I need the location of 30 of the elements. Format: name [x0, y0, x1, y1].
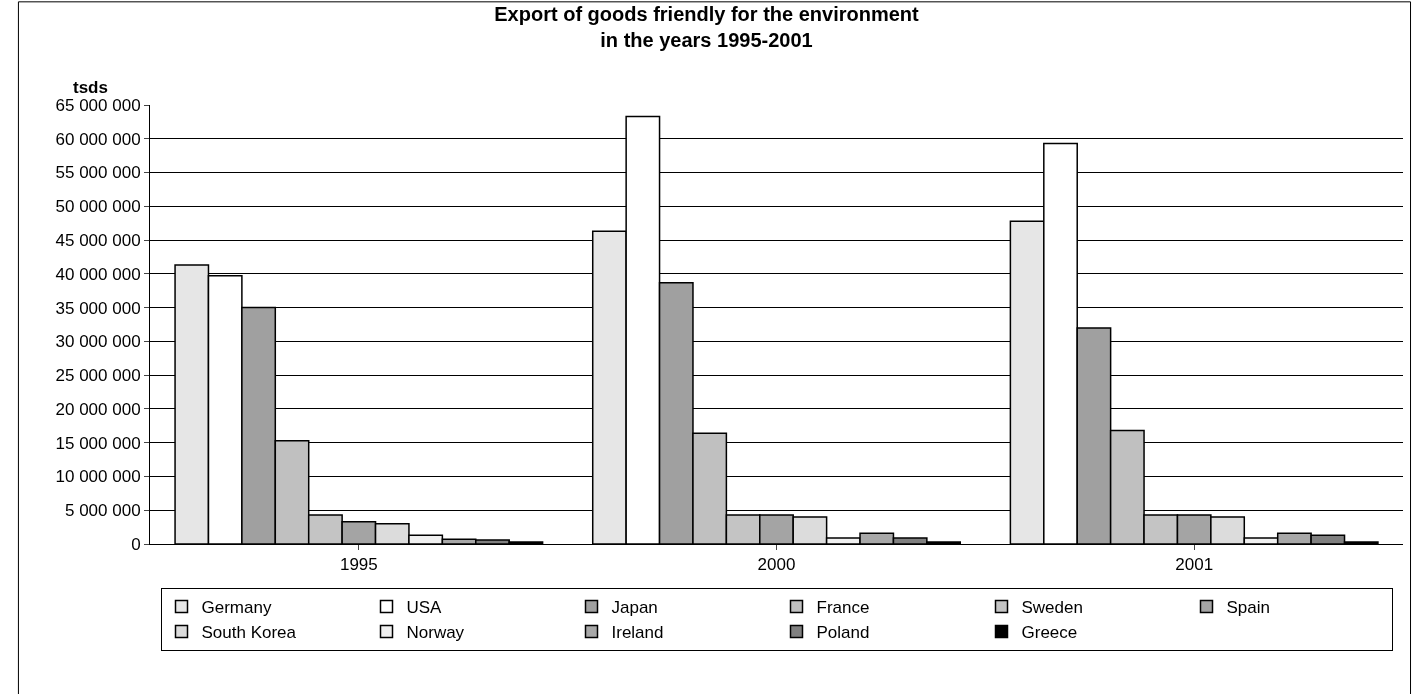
legend-label: Ireland [611, 623, 664, 643]
legend-label: Spain [1226, 598, 1270, 618]
legend-label: Greece [1021, 623, 1078, 643]
y-tick-label: 35 000 000 [55, 298, 141, 318]
legend-label: Sweden [1021, 598, 1083, 618]
y-tick-label: 40 000 000 [55, 264, 141, 284]
legend-label: France [816, 598, 870, 618]
y-tick-label: 45 000 000 [55, 231, 141, 251]
y-tick-label: 50 000 000 [55, 197, 141, 217]
x-tick-label: 2001 [1175, 555, 1214, 575]
legend-label: Poland [816, 623, 870, 643]
y-tick-label: 0 [131, 534, 141, 554]
y-tick-label: 30 000 000 [55, 332, 141, 352]
legend-label: Norway [406, 623, 465, 643]
y-tick-label: 10 000 000 [55, 467, 141, 487]
legend-label: South Korea [201, 623, 297, 643]
y-tick-label: 25 000 000 [55, 366, 141, 386]
legend-label: Germany [201, 598, 272, 618]
legend-label: Japan [611, 598, 658, 618]
chart-title: Export of goods friendly for the environment in the years 1995-2001 [494, 2, 920, 51]
y-axis-title: tsds [73, 78, 108, 97]
y-tick-label: 60 000 000 [55, 129, 141, 149]
y-tick-label: 15 000 000 [55, 433, 141, 453]
y-tick-label: 65 000 000 [55, 95, 141, 115]
x-tick-label: 2000 [757, 555, 796, 575]
y-tick-label: 55 000 000 [55, 163, 141, 183]
y-tick-label: 20 000 000 [55, 399, 141, 419]
legend-label: USA [406, 598, 443, 618]
x-tick-label: 1995 [339, 555, 378, 575]
y-tick-label: 5 000 000 [64, 501, 141, 521]
